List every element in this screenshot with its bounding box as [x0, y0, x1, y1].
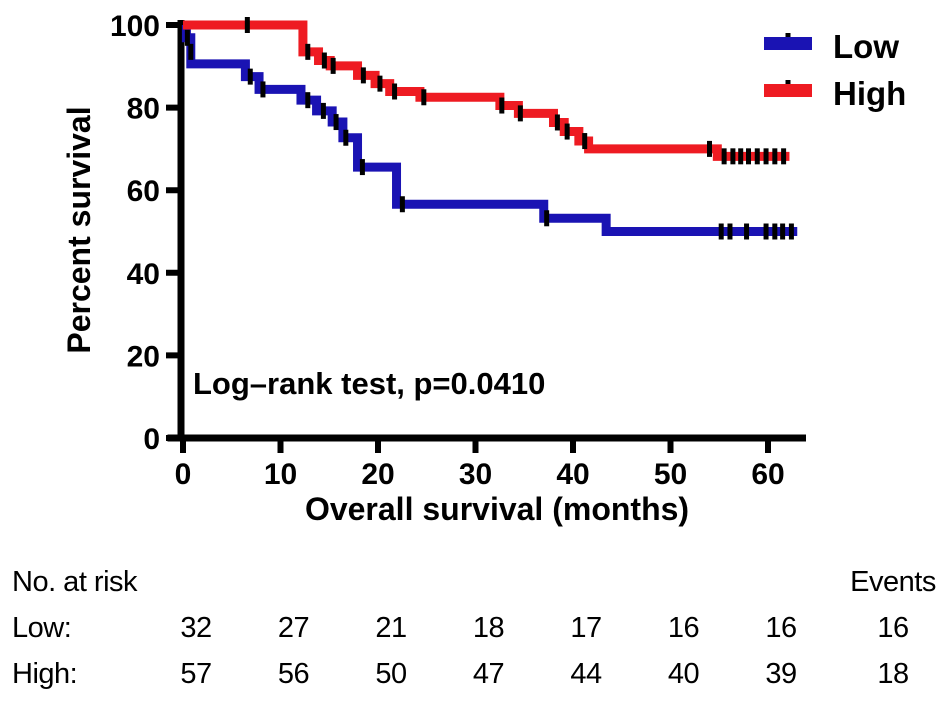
y-tick-label: 60: [127, 175, 160, 208]
censor-tick: [781, 148, 787, 165]
censor-tick: [564, 123, 570, 140]
censor-tick: [499, 97, 505, 114]
survival-curve-low: [181, 20, 798, 236]
events-count: 16: [877, 612, 908, 644]
legend-label-high: High: [833, 75, 906, 112]
legend-label-low: Low: [833, 28, 899, 65]
risk-count: 16: [765, 612, 796, 644]
logrank-annotation: Log–rank test, p=0.0410: [193, 366, 545, 401]
series-high: [183, 17, 790, 165]
censor-tick: [582, 133, 588, 150]
y-tick-label: 20: [127, 340, 160, 373]
censor-tick: [360, 67, 366, 84]
risk-count: 27: [278, 612, 309, 644]
censor-tick: [305, 92, 311, 109]
risk-count: 18: [473, 612, 504, 644]
censor-tick: [333, 114, 339, 131]
x-tick-label: 60: [751, 458, 784, 491]
x-tick-label: 50: [654, 458, 687, 491]
censor-tick: [554, 114, 560, 131]
censor-tick: [730, 148, 736, 165]
censor-tick: [788, 223, 794, 240]
risk-count: 57: [180, 658, 211, 690]
x-tick-label: 0: [175, 458, 192, 491]
risk-count: 39: [765, 658, 796, 690]
censor-tick: [244, 17, 250, 33]
censor-tick: [754, 148, 760, 165]
censor-tick: [763, 223, 769, 240]
legend-swatch-high: [764, 84, 812, 97]
risk-count: 50: [375, 658, 406, 690]
risk-count: 56: [278, 658, 309, 690]
risk-count: 47: [473, 658, 504, 690]
censor-tick: [772, 223, 778, 240]
censor-tick: [320, 102, 326, 119]
x-tick-label: 30: [459, 458, 492, 491]
censor-tick: [718, 223, 724, 240]
risk-count: 16: [668, 612, 699, 644]
survival-curve-high: [183, 20, 790, 161]
y-tick-label: 40: [127, 258, 160, 291]
events-column-header: Events: [850, 566, 936, 598]
censor-tick: [707, 140, 712, 157]
y-tick-label: 80: [127, 93, 160, 126]
censor-tick: [746, 148, 751, 165]
censor-tick: [763, 148, 769, 165]
risk-count: 44: [570, 658, 602, 690]
censor-tick: [260, 81, 266, 98]
censor-tick: [517, 105, 523, 122]
censor-tick: [184, 29, 190, 46]
risk-count: 32: [180, 612, 211, 644]
risk-count: 21: [375, 612, 406, 644]
x-tick-label: 20: [361, 458, 394, 491]
censor-tick: [392, 83, 398, 100]
x-axis-title: Overall survival (months): [305, 491, 689, 527]
risk-row-label: High:: [12, 658, 77, 690]
y-axis-title: Percent survival: [61, 106, 97, 353]
censor-tick: [738, 148, 744, 165]
series-low: [181, 20, 798, 240]
censor-tick: [247, 68, 253, 85]
risk-count: 17: [570, 612, 601, 644]
risk-table-header: No. at risk: [12, 566, 138, 598]
events-count: 18: [877, 658, 908, 690]
censor-tick: [188, 43, 194, 60]
y-tick-label: 100: [110, 10, 160, 43]
censor-tick: [721, 148, 727, 165]
risk-count: 40: [668, 658, 699, 690]
censor-tick: [399, 196, 405, 213]
x-tick-label: 40: [556, 458, 589, 491]
censor-tick: [772, 148, 778, 165]
y-tick-label: 0: [143, 423, 160, 456]
legend-swatch-low: [764, 37, 812, 50]
censor-tick: [780, 223, 786, 240]
censor-tick: [744, 223, 750, 240]
censor-tick: [343, 129, 349, 146]
x-tick-label: 10: [264, 458, 297, 491]
censor-tick: [377, 75, 383, 92]
censor-tick: [544, 210, 550, 227]
censor-tick: [330, 57, 336, 74]
censor-tick: [359, 159, 365, 176]
censor-tick: [421, 89, 427, 106]
risk-row-label: Low:: [12, 612, 71, 644]
censor-tick: [727, 223, 733, 240]
censor-tick: [321, 52, 327, 69]
censor-tick: [305, 43, 311, 60]
